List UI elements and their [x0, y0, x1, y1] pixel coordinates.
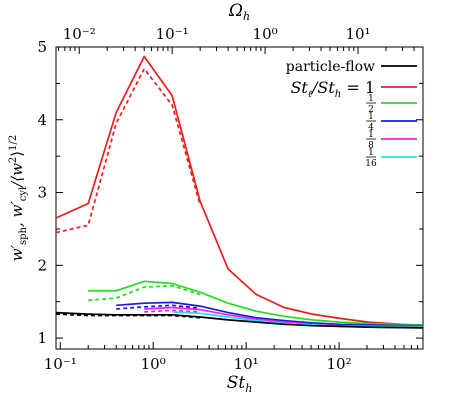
- axis-labels: Sth Ωh w′sph, w′cyl/⟨w2⟩1/2: [8, 1, 252, 395]
- x-tick-label: 10⁻¹: [44, 355, 77, 373]
- x-tick-label: 10¹: [234, 355, 259, 373]
- series-line-0: [55, 55, 424, 327]
- y-axis-label: w′sph, w′cyl/⟨w2⟩1/2: [8, 135, 29, 262]
- series-line-4: [116, 301, 424, 327]
- x-tick-label: 10²: [327, 355, 352, 373]
- plot-frame-layer: [55, 46, 424, 350]
- series-layer: [55, 55, 424, 329]
- y-tick-label: 2: [37, 256, 47, 274]
- series-line-3: [88, 284, 201, 302]
- x-tick-label: 10⁰: [141, 355, 166, 373]
- top-x-tick-label: 10⁻²: [63, 25, 96, 43]
- legend-frac-num-5: 1: [368, 148, 374, 158]
- plot-frame: [55, 46, 424, 350]
- legend-frac-den-4: 8: [368, 141, 374, 151]
- y-tick-label: 4: [37, 111, 47, 129]
- legend-label-0: particle-flow: [286, 59, 375, 75]
- series-line-5: [116, 304, 201, 310]
- top-x-tick-label: 10⁻¹: [156, 25, 189, 43]
- series-line-10: [55, 313, 201, 319]
- y-tick-label: 5: [37, 38, 47, 56]
- legend-label-1: Stℓ/Sth = 1: [290, 78, 375, 100]
- x-axis-label: Sth: [227, 373, 253, 395]
- series-line-7: [144, 309, 201, 313]
- series-line-2: [88, 280, 424, 326]
- y-tick-label: 1: [37, 329, 47, 347]
- top-x-axis-label: Ωh: [228, 1, 250, 23]
- legend-frac-num-4: 1: [368, 130, 374, 140]
- legend-frac-den-5: 16: [365, 159, 377, 169]
- legend-frac-num-3: 1: [368, 112, 374, 122]
- series-line-9: [55, 311, 424, 329]
- top-x-tick-label: 10⁰: [253, 25, 278, 43]
- top-x-tick-label: 10¹: [345, 25, 370, 43]
- y-tick-label: 3: [37, 184, 47, 202]
- legend-frac-den-3: 4: [368, 123, 374, 133]
- series-line-1: [55, 67, 201, 234]
- legend-frac-den-2: 2: [368, 105, 374, 115]
- legend-frac-num-2: 1: [368, 94, 374, 104]
